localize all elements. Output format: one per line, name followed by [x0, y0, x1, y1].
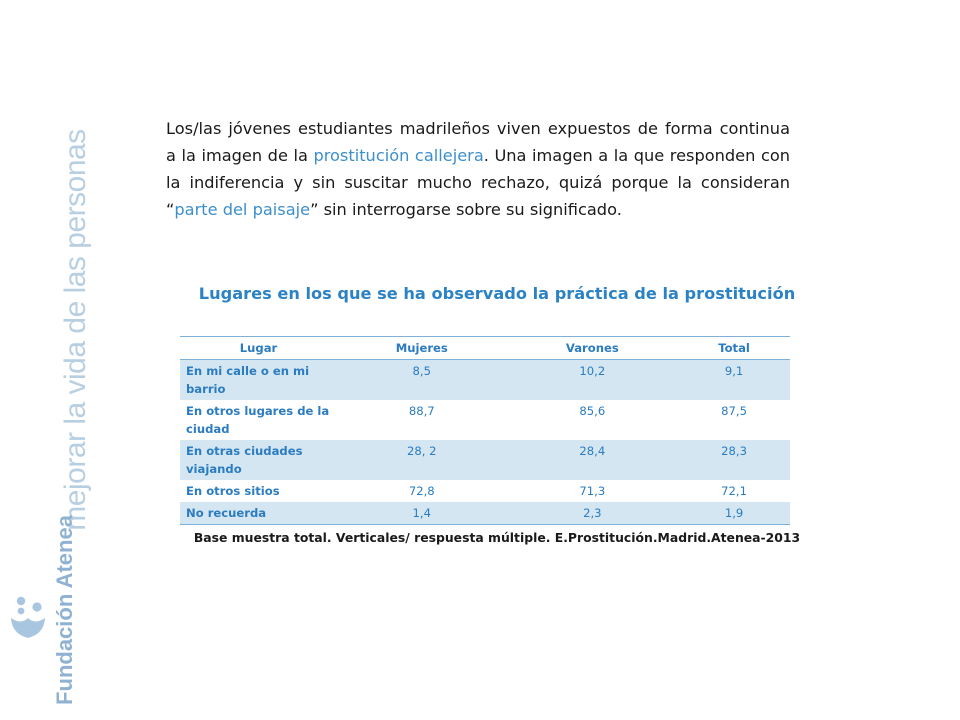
cell-mujeres: 88,7 [408, 404, 435, 418]
cell-mujeres: 28, 2 [337, 440, 507, 480]
cell-varones: 10,2 [506, 359, 679, 400]
foundation-logo-icon [11, 596, 45, 638]
table-row: No recuerda 1,4 2,3 1,9 [180, 502, 790, 525]
row-label: En otros sitios [186, 484, 280, 498]
table-row: En otros sitios 72,8 71,3 72,1 [180, 480, 790, 502]
sidebar-tagline: mejorar la vida de las personas [59, 129, 92, 531]
cell-total: 1,9 [678, 502, 790, 525]
intro-text-1: Los/las jóvenes estudiantes madrileños v… [166, 119, 790, 165]
cell-total: 72,1 [721, 484, 747, 498]
row-label: No recuerda [180, 502, 337, 525]
table-row: En otras ciudades viajando 28, 2 28,4 28… [180, 440, 790, 480]
cell-varones: 2,3 [506, 502, 679, 525]
table-row: En mi calle o en mi barrio 8,5 10,2 9,1 [180, 359, 790, 400]
intro-text-3: ” sin interrogarse sobre su significado. [310, 200, 622, 219]
table-title: Lugares en los que se ha observado la pr… [198, 284, 796, 303]
col-header-lugar: Lugar [180, 336, 337, 360]
cell-varones: 71,3 [579, 484, 606, 498]
table-header-row: Lugar Mujeres Varones Total [180, 336, 790, 360]
highlight-part-of-landscape: parte del paisaje [174, 200, 311, 219]
brand-name: Fundación Atenea [52, 515, 77, 705]
cell-total: 87,5 [721, 404, 747, 418]
cell-mujeres: 1,4 [337, 502, 507, 525]
col-header-varones: Varones [506, 336, 679, 360]
highlight-street-prostitution: prostitución callejera [313, 146, 484, 165]
cell-varones: 85,6 [579, 404, 606, 418]
row-label: En mi calle o en mi barrio [180, 359, 337, 400]
cell-total: 9,1 [678, 359, 790, 400]
cell-mujeres: 8,5 [337, 359, 507, 400]
cell-varones: 28,4 [506, 440, 679, 480]
intro-paragraph: Los/las jóvenes estudiantes madrileños v… [166, 115, 790, 223]
col-header-total: Total [678, 336, 790, 360]
col-header-mujeres: Mujeres [337, 336, 507, 360]
cell-total: 28,3 [678, 440, 790, 480]
table-row: En otros lugares de la ciudad 88,7 85,6 … [180, 400, 790, 440]
row-label: En otros lugares de la ciudad [186, 404, 330, 436]
places-table: Lugar Mujeres Varones Total En mi calle … [180, 336, 790, 525]
intro-text-2: . Una imagen a la que responden con la i… [166, 146, 791, 219]
table-footnote: Base muestra total. Verticales/ respuest… [193, 530, 801, 545]
cell-mujeres: 72,8 [408, 484, 435, 498]
row-label: En otras ciudades viajando [180, 440, 337, 480]
